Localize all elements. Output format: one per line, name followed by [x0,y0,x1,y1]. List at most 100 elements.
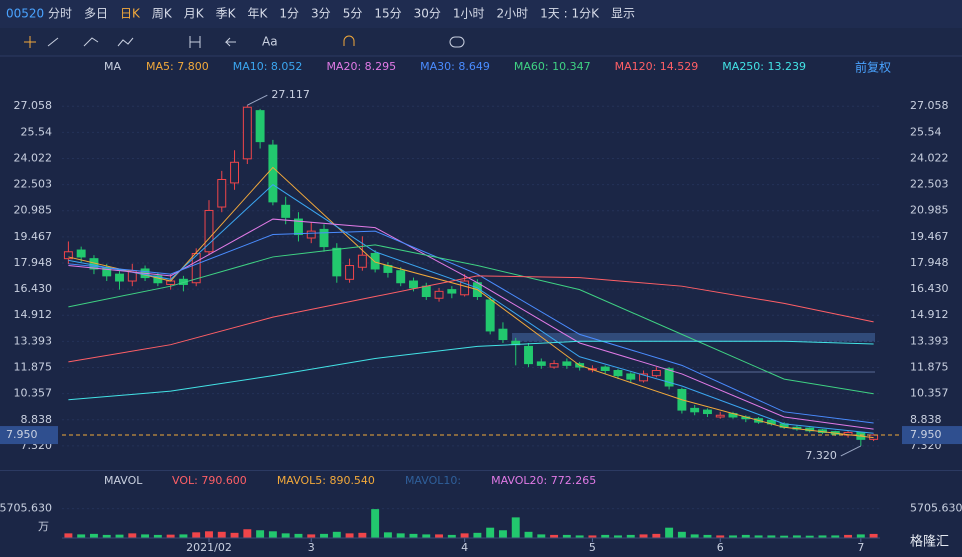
y-tick-label: 8.838 [21,413,53,426]
y-tick-label-right: 14.912 [910,308,949,321]
y-tick-label: 25.54 [21,125,53,138]
candle-body [242,106,252,160]
timeframe-tab[interactable]: 3分 [311,7,331,21]
candle-body [562,361,572,366]
move-tool[interactable] [24,36,36,48]
volume-bar [205,531,213,538]
y-tick-label-right: 25.54 [910,125,942,138]
volume-bar [780,535,789,538]
volume-bar [396,533,405,538]
y-tick-label-right: 22.503 [910,178,949,191]
candle-body [102,266,112,277]
candle-body [191,252,201,284]
x-tick-label: 6 [717,541,724,554]
volume-bar [831,535,840,538]
volume-bar [371,509,380,538]
volume-bar [281,533,290,538]
last-price-tag [0,426,58,445]
candle-body [600,366,610,372]
volume-bar [486,527,495,538]
legend-entry: MA5: 7.800 [146,60,209,73]
candle-body [255,110,265,143]
range-tool[interactable] [189,36,201,48]
candle-body [319,228,329,248]
volume-bar [792,535,801,538]
y-tick-label-right: 13.393 [910,334,949,347]
volume-bar [588,535,597,538]
timeframe-tab[interactable]: 年K [248,7,269,21]
ma-line [68,230,874,424]
timeframe-tab[interactable]: 30分 [414,7,441,21]
timeframe-tab[interactable]: 季K [216,7,237,21]
ma-line [68,218,874,430]
timeframe-tab[interactable]: 周K [152,7,173,21]
y-tick-label: 16.430 [14,282,53,295]
volume-bar [741,534,750,538]
volume-bar [192,532,201,538]
volume-bar [77,534,86,538]
timeframe-tab[interactable]: 显示 [611,7,635,21]
y-tick-label-right: 24.022 [910,151,949,164]
timeframe-tab[interactable]: 月K [184,7,205,21]
volume-tick-label-right: 5705.630 [910,502,962,515]
timeframe-tab[interactable]: 1天 : 1分K [540,7,600,21]
volume-bar [614,535,622,538]
volume-bar [345,533,354,538]
candle-body [409,280,418,289]
ray-tool[interactable] [83,37,99,47]
timeframe-tab[interactable]: 多日 [84,7,108,21]
volume-bar [754,535,763,538]
candle-body [626,373,636,380]
legend-entry: MA30: 8.649 [420,60,490,73]
volume-bar [307,534,316,538]
last-price-label: 7.950 [6,428,38,441]
timeframe-tab[interactable]: 分时 [48,7,72,21]
timeframe-tab[interactable]: 日K [120,7,141,21]
volume-bar [89,533,98,538]
timeframe-tab[interactable]: 1小时 [453,7,485,21]
volume-bar [511,517,520,538]
candle-body [204,209,214,253]
volume-bar [383,532,392,538]
watermark: 格隆汇 [910,534,949,550]
timeframe-tab[interactable]: 2小时 [497,7,529,21]
volume-bar [473,532,482,538]
candle-body [664,368,674,387]
legend-entry: MA60: 10.347 [514,60,591,73]
candle-body [63,251,73,260]
candle-body [281,204,291,218]
last-price-label-right: 7.950 [910,428,942,441]
adjust-mode[interactable]: 前复权 [855,60,891,75]
text-tool[interactable]: Aa [262,35,278,49]
volume-bar [358,532,367,538]
timeframe-tab[interactable]: 1分 [279,7,299,21]
volume-bar [677,531,686,538]
link-tool[interactable] [449,36,465,48]
timeframe-tab[interactable]: 15分 [374,7,401,21]
candle-body [217,178,227,208]
volume-bar [818,535,827,538]
candle-body [549,363,559,368]
wave-tool[interactable] [117,37,134,47]
y-tick-label: 10.357 [14,387,53,400]
top-bar [0,0,962,28]
x-tick-label: 5 [589,541,596,554]
stock-code[interactable]: 00520 [6,7,44,21]
candle-body [485,299,495,332]
candle-body [702,409,712,415]
legend-entry: MA10: 8.052 [233,60,303,73]
candle-body [447,289,457,294]
candle-body [306,230,316,239]
line-tool[interactable] [47,37,59,47]
timeframe-tab[interactable]: 5分 [343,7,363,21]
drawing-tools[interactable] [24,35,465,48]
arrow-tool[interactable] [224,37,236,47]
magnet-tool[interactable] [343,35,355,46]
volume-tick-label: 5705.630 [0,502,52,515]
y-tick-label-right: 10.357 [910,387,949,400]
ma-line [68,184,874,434]
candle-body [498,328,508,341]
y-tick-label: 13.393 [14,334,53,347]
volume-bar [703,534,712,538]
volume-bar [320,533,328,538]
